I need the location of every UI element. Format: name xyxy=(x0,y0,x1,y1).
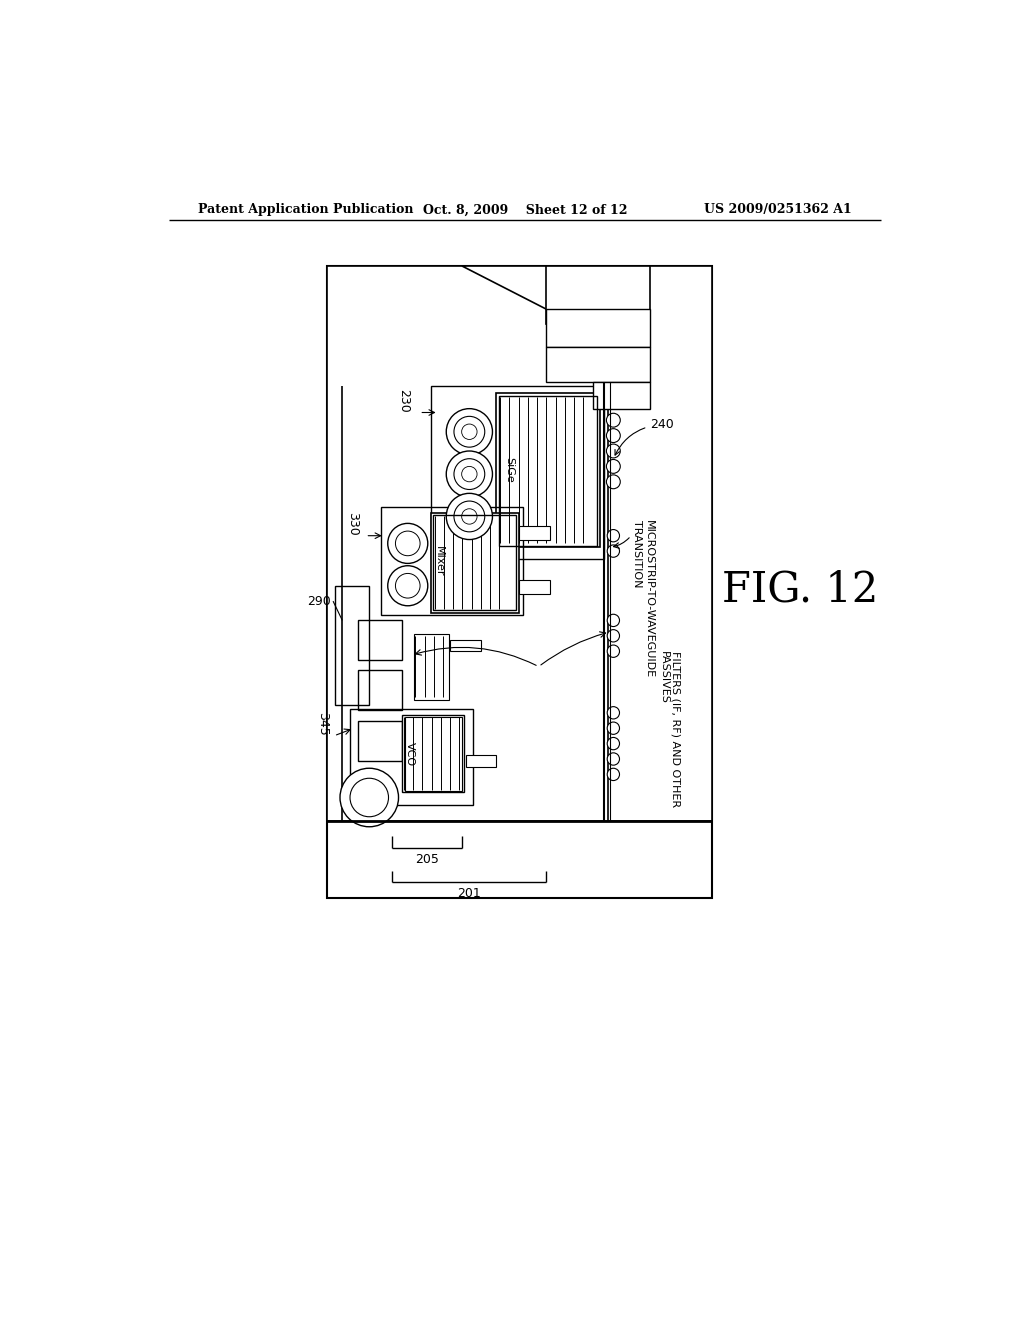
Circle shape xyxy=(454,416,484,447)
Circle shape xyxy=(607,630,620,642)
Text: 201: 201 xyxy=(458,887,481,900)
Circle shape xyxy=(606,475,621,488)
Circle shape xyxy=(454,459,484,490)
Circle shape xyxy=(607,614,620,627)
Circle shape xyxy=(395,531,420,556)
Bar xyxy=(466,755,497,767)
Circle shape xyxy=(462,424,477,440)
Circle shape xyxy=(607,545,620,557)
Text: 290: 290 xyxy=(307,594,331,607)
Circle shape xyxy=(350,779,388,817)
Bar xyxy=(519,581,550,594)
Circle shape xyxy=(607,738,620,750)
Circle shape xyxy=(607,722,620,734)
Text: Oct. 8, 2009    Sheet 12 of 12: Oct. 8, 2009 Sheet 12 of 12 xyxy=(423,203,627,216)
Bar xyxy=(547,267,650,323)
Bar xyxy=(327,267,646,821)
Bar xyxy=(431,385,604,558)
Polygon shape xyxy=(462,267,608,309)
Bar xyxy=(335,586,370,705)
Circle shape xyxy=(395,573,420,598)
Text: SiGe: SiGe xyxy=(505,457,514,483)
Text: MICROSTRIP-TO-WAVEGUIDE
TRANSITION: MICROSTRIP-TO-WAVEGUIDE TRANSITION xyxy=(632,520,653,678)
Text: Mixer: Mixer xyxy=(433,546,443,577)
Bar xyxy=(451,640,481,651)
Text: 205: 205 xyxy=(415,853,439,866)
Circle shape xyxy=(462,466,477,482)
Bar xyxy=(547,347,650,381)
Bar xyxy=(608,267,712,821)
Bar xyxy=(414,635,450,700)
Circle shape xyxy=(607,706,620,719)
Text: 345: 345 xyxy=(315,713,329,737)
Text: Patent Application Publication: Patent Application Publication xyxy=(199,203,414,216)
Circle shape xyxy=(462,508,477,524)
Text: US 2009/0251362 A1: US 2009/0251362 A1 xyxy=(703,203,851,216)
Bar xyxy=(350,709,473,805)
Bar xyxy=(433,515,516,610)
Bar xyxy=(357,671,402,710)
Circle shape xyxy=(340,768,398,826)
Bar xyxy=(327,267,712,898)
Circle shape xyxy=(446,409,493,455)
Circle shape xyxy=(454,502,484,532)
Text: 240: 240 xyxy=(615,418,674,455)
Bar xyxy=(357,620,402,660)
Bar xyxy=(499,396,597,545)
Circle shape xyxy=(607,752,620,766)
Circle shape xyxy=(606,459,621,474)
Bar xyxy=(547,309,650,347)
Circle shape xyxy=(446,494,493,540)
Text: FILTERS (IF, RF) AND OTHER
PASSIVES: FILTERS (IF, RF) AND OTHER PASSIVES xyxy=(658,651,680,808)
Bar xyxy=(519,525,550,540)
Text: 330: 330 xyxy=(346,512,358,536)
Bar xyxy=(357,721,402,760)
Text: 230: 230 xyxy=(397,389,411,413)
Circle shape xyxy=(606,429,621,442)
Bar xyxy=(431,512,519,612)
Bar xyxy=(593,381,650,409)
Text: FIG. 12: FIG. 12 xyxy=(722,569,879,611)
Circle shape xyxy=(606,413,621,428)
Circle shape xyxy=(388,566,428,606)
Bar xyxy=(381,507,523,615)
Circle shape xyxy=(388,524,428,564)
Bar xyxy=(402,715,464,792)
Circle shape xyxy=(607,768,620,780)
Bar xyxy=(497,393,600,548)
Circle shape xyxy=(446,451,493,498)
Circle shape xyxy=(606,444,621,458)
Bar xyxy=(404,718,463,791)
Circle shape xyxy=(607,529,620,543)
Text: VCO: VCO xyxy=(406,742,415,766)
Circle shape xyxy=(607,645,620,657)
